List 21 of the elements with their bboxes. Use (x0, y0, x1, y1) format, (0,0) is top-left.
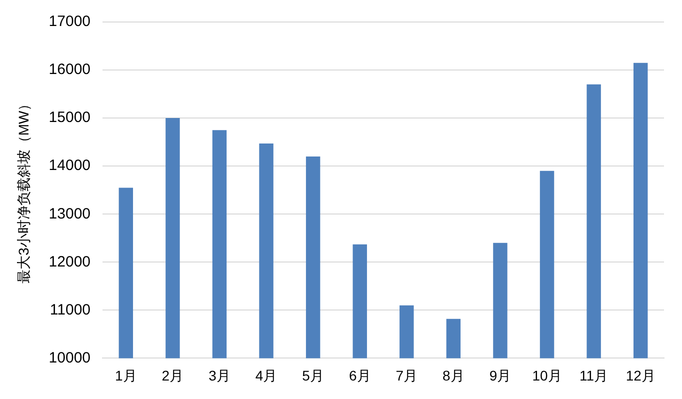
x-tick-label: 7月 (396, 367, 418, 384)
x-tick-label: 12月 (626, 367, 656, 384)
x-tick-label: 1月 (115, 367, 137, 384)
x-tick-label: 4月 (255, 367, 278, 384)
y-axis-title: 最大3小时净负载斜坡（MW） (15, 96, 32, 284)
y-tick-label: 10000 (48, 349, 91, 366)
x-tick-label: 6月 (348, 367, 371, 384)
x-tick-label: 11月 (580, 367, 608, 384)
x-tick-label: 5月 (302, 367, 324, 384)
x-tick-label: 10月 (532, 367, 562, 384)
y-tick-label: 11000 (50, 301, 91, 318)
y-tick-label: 12000 (48, 253, 91, 270)
y-tick-label: 13000 (48, 205, 91, 222)
y-tick-label: 17000 (48, 13, 91, 30)
y-tick-label: 16000 (48, 61, 91, 78)
x-tick-label: 8月 (442, 367, 464, 384)
x-tick-label: 2月 (162, 367, 184, 384)
x-tick-label: 9月 (489, 367, 512, 384)
y-tick-label: 14000 (48, 157, 91, 174)
x-tick-label: 3月 (208, 367, 230, 384)
y-tick-label: 15000 (48, 109, 91, 126)
